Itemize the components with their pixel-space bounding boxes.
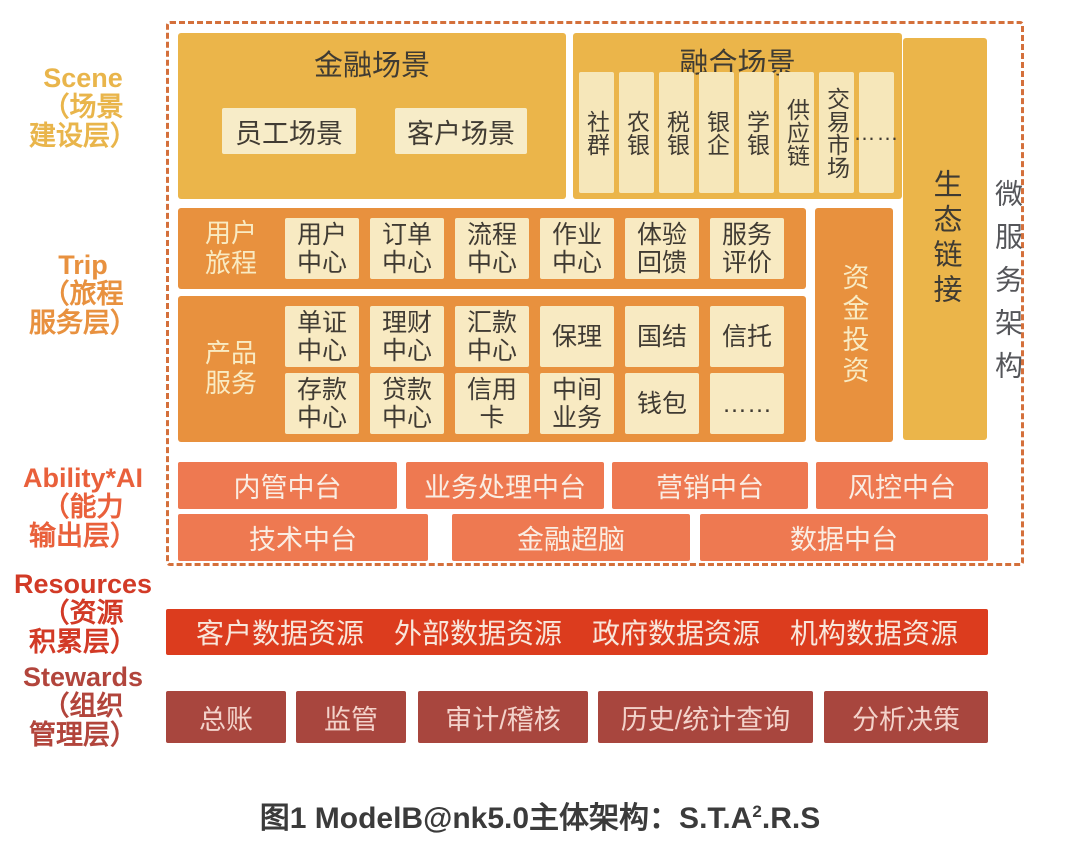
layer-label-ability-zh2: 输出层） (29, 521, 137, 552)
audit-box: 审计/稽核 (418, 691, 588, 743)
finance-scene-title: 金融场景 (313, 50, 430, 82)
internal-mgmt-platform-box: 内管中台 (178, 462, 397, 509)
capital-investment-label: 资金投资 (838, 263, 869, 387)
analysis-decision-box: 分析决策 (824, 691, 988, 743)
layer-label-resources-zh2: 积累层） (29, 627, 137, 658)
tech-platform-box: 技术中台 (178, 514, 428, 561)
layer-label-trip: Trip （旅程 服务层） (0, 250, 166, 339)
fusion-item-edu-bank: 学银 (739, 72, 774, 193)
layer-label-ability-zh1: （能力 (42, 492, 124, 523)
service-rating-box: 服务评价 (710, 218, 784, 279)
layer-label-scene-zh1: （场景 (42, 92, 124, 123)
layer-label-scene: Scene （场景 建设层） (0, 63, 166, 152)
user-journey-row: 用户旅程 用户中心 订单中心 流程中心 作业中心 体验回馈 服务评价 (178, 208, 806, 289)
figure-caption-suffix: .R.S (761, 802, 821, 835)
figure-caption: 图1 ModelB@nk5.0主体架构：S.T.A2.R.S (0, 793, 1080, 837)
fusion-item-ellipsis: …… (854, 72, 899, 193)
user-center-box: 用户中心 (285, 218, 359, 279)
product-service-row: 产品服务 单证中心 理财中心 汇款中心 保理 国结 信托 存款中心 贷款中心 信… (178, 296, 806, 442)
fusion-item-agri-bank: 农银 (619, 72, 654, 193)
data-platform-box: 数据中台 (700, 514, 988, 561)
wallet-box: 钱包 (625, 373, 699, 434)
layer-label-stewards-zh2: 管理层） (29, 720, 137, 751)
fusion-item-tax-bank: 税银 (659, 72, 694, 193)
layer-label-trip-zh2: 服务层） (29, 308, 137, 339)
eco-link-label: 生态链接 (929, 169, 961, 309)
supervision-box: 监管 (296, 691, 406, 743)
layer-label-ability-en: Ability*AI (22, 463, 143, 493)
risk-control-platform-box: 风控中台 (816, 462, 988, 509)
history-stats-query-box: 历史/统计查询 (598, 691, 813, 743)
institution-data-resource: 机构数据资源 (789, 618, 958, 649)
eco-link-box: 生态链接 (903, 38, 987, 440)
product-service-label: 产品服务 (204, 338, 257, 398)
deposit-center-box: 存款中心 (285, 373, 359, 434)
loan-center-box: 贷款中心 (370, 373, 444, 434)
layer-label-resources-en: Resources (13, 569, 153, 599)
data-resources-bar: 客户数据资源 外部数据资源 政府数据资源 机构数据资源 (166, 609, 988, 655)
wealth-center-box: 理财中心 (370, 306, 444, 367)
fusion-item-community: 社群 (579, 72, 614, 193)
layer-label-stewards-en: Stewards (22, 662, 144, 692)
factoring-box: 保理 (540, 306, 614, 367)
layer-label-trip-en: Trip (58, 250, 108, 280)
operation-center-box: 作业中心 (540, 218, 614, 279)
external-data-resource: 外部数据资源 (393, 618, 562, 649)
layer-label-scene-zh2: 建设层） (29, 121, 137, 152)
business-processing-platform-box: 业务处理中台 (406, 462, 604, 509)
marketing-platform-box: 营销中台 (612, 462, 808, 509)
government-data-resource: 政府数据资源 (591, 618, 760, 649)
fusion-item-trading-market: 交易市场 (819, 72, 854, 193)
layer-label-stewards: Stewards （组织 管理层） (0, 662, 166, 751)
fusion-scene-title: 融合场景 (679, 48, 796, 80)
document-center-box: 单证中心 (285, 306, 359, 367)
layer-label-resources: Resources （资源 积累层） (0, 569, 166, 658)
experience-feedback-box: 体验回馈 (625, 218, 699, 279)
finance-superbrain-box: 金融超脑 (452, 514, 690, 561)
general-ledger-box: 总账 (166, 691, 286, 743)
layer-label-trip-zh1: （旅程 (42, 279, 124, 310)
figure-caption-superscript: 2 (752, 802, 762, 821)
fusion-item-bank-enterprise: 银企 (699, 72, 734, 193)
intermediary-business-box: 中间业务 (540, 373, 614, 434)
figure-caption-text: 图1 ModelB@nk5.0主体架构：S.T.A (259, 802, 753, 835)
trust-box: 信托 (710, 306, 784, 367)
remittance-center-box: 汇款中心 (455, 306, 529, 367)
order-center-box: 订单中心 (370, 218, 444, 279)
process-center-box: 流程中心 (455, 218, 529, 279)
product-ellipsis-box: …… (710, 373, 784, 434)
layer-label-ability: Ability*AI （能力 输出层） (0, 463, 166, 552)
microservice-architecture-label: 微服务架构 (992, 178, 1023, 394)
customer-scene-box: 客户场景 (395, 108, 527, 154)
fusion-scene-box: 融合场景 社群 农银 税银 银企 学银 供应链 交易市场 …… (573, 33, 902, 199)
finance-scene-box: 金融场景 员工场景 客户场景 (178, 33, 566, 199)
customer-data-resource: 客户数据资源 (195, 618, 364, 649)
dashed-frame (166, 21, 1024, 566)
fusion-item-supply-chain: 供应链 (779, 72, 814, 193)
user-journey-label: 用户旅程 (204, 217, 257, 278)
credit-card-box: 信用卡 (455, 373, 529, 434)
intl-settlement-box: 国结 (625, 306, 699, 367)
employee-scene-box: 员工场景 (222, 108, 356, 154)
layer-label-scene-en: Scene (43, 63, 123, 93)
capital-investment-box: 资金投资 (815, 208, 893, 442)
layer-label-resources-zh1: （资源 (42, 598, 124, 629)
layer-label-stewards-zh1: （组织 (42, 691, 124, 722)
